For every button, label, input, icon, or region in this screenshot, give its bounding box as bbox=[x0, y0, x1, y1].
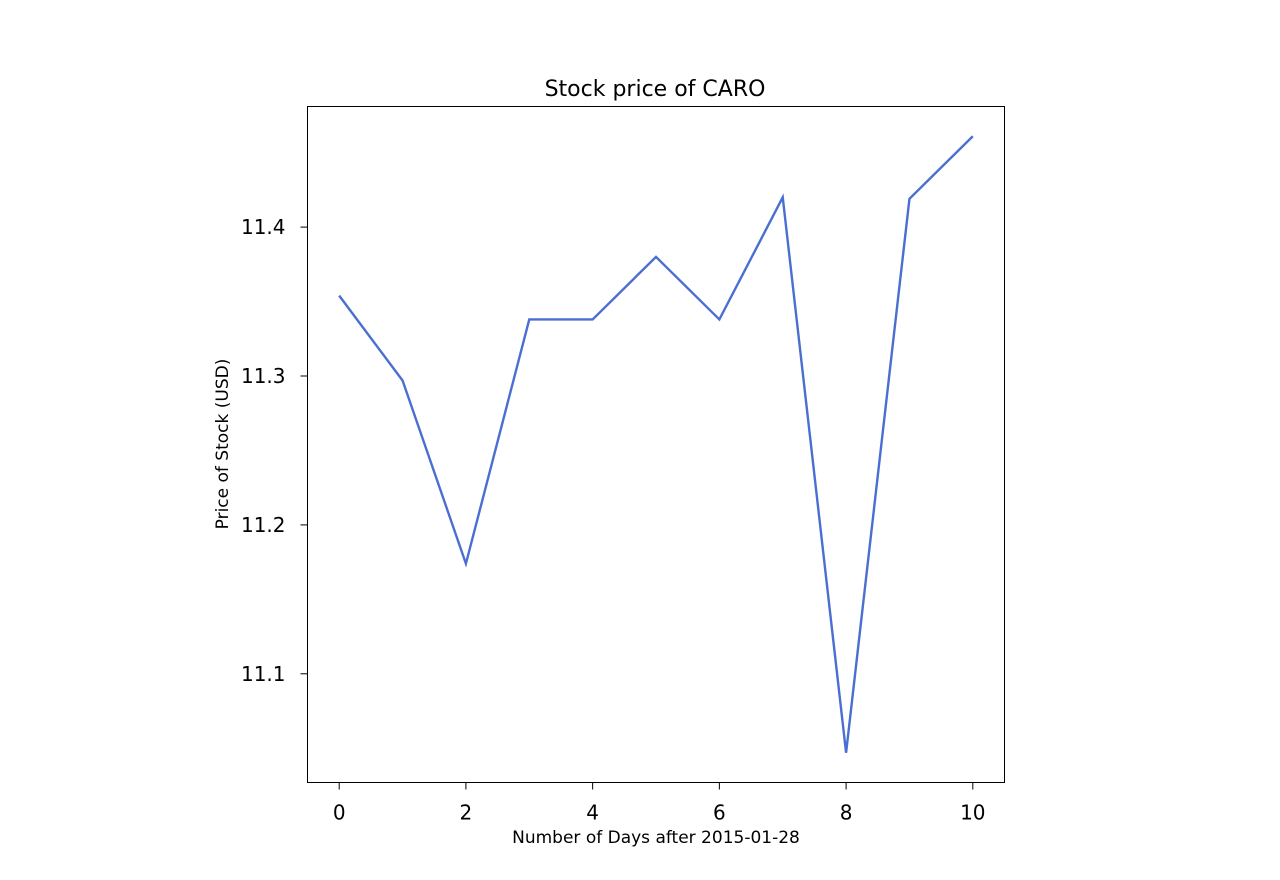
x-axis-label: Number of Days after 2015-01-28 bbox=[512, 828, 800, 848]
x-tick-label: 2 bbox=[460, 801, 473, 825]
plot-area bbox=[338, 135, 974, 753]
chart-title: Stock price of CARO bbox=[545, 77, 766, 102]
x-tick-label: 8 bbox=[840, 801, 853, 825]
y-axis-label: Price of Stock (USD) bbox=[213, 359, 233, 530]
y-axis: 11.1 11.2 11.3 11.4 bbox=[241, 215, 308, 686]
y-tick-label: 11.1 bbox=[241, 662, 286, 686]
x-tick-label: 0 bbox=[333, 801, 346, 825]
series-line-0 bbox=[338, 135, 974, 753]
x-tick-label: 6 bbox=[713, 801, 726, 825]
x-tick-label: 4 bbox=[586, 801, 599, 825]
y-tick-label: 11.4 bbox=[241, 215, 286, 239]
y-tick-label: 11.3 bbox=[241, 364, 286, 388]
x-tick-label: 10 bbox=[960, 801, 985, 825]
plot-frame bbox=[307, 106, 1005, 783]
x-axis: 0 2 4 6 8 10 bbox=[333, 782, 986, 825]
y-tick-label: 11.2 bbox=[241, 513, 286, 537]
